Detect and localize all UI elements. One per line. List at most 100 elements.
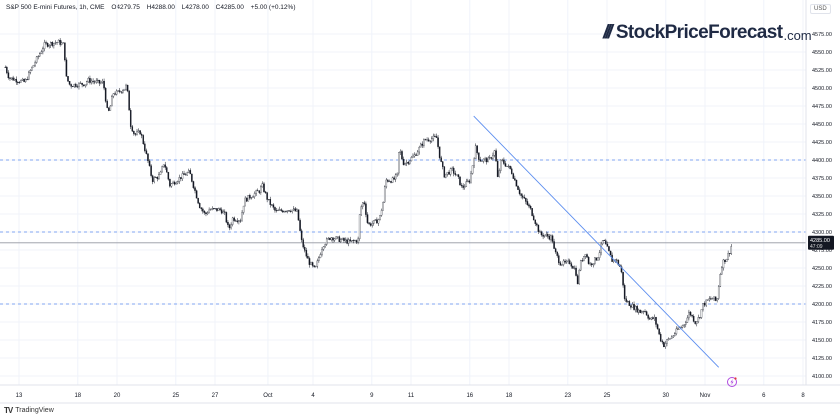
candle-body (227, 221, 229, 225)
candle-body (125, 84, 127, 90)
candle-body (628, 301, 631, 306)
candle-body (191, 173, 193, 182)
candle-body (725, 259, 728, 263)
candle-body (708, 298, 711, 301)
candle-body (578, 270, 580, 285)
candle-body (543, 234, 546, 237)
candle-body (13, 78, 16, 81)
candle-body (39, 53, 41, 57)
candle-body (118, 90, 121, 92)
candle-body (67, 76, 69, 82)
candle-body (510, 168, 513, 174)
candle-body (644, 311, 646, 312)
candle-body (200, 207, 203, 210)
candle-body (280, 209, 282, 211)
candle-body (423, 139, 425, 146)
candle-body (134, 133, 137, 135)
candle-body (515, 179, 518, 187)
candle-body (518, 189, 521, 194)
candle-body (219, 208, 221, 210)
candle-body (465, 181, 468, 187)
candle-body (189, 170, 192, 175)
candle-body (410, 157, 413, 162)
candle-body (479, 159, 482, 162)
candle-body (239, 220, 242, 222)
candle-body (558, 255, 560, 263)
x-tick-label: 18 (74, 393, 81, 399)
candle-body (244, 197, 246, 207)
currency-button[interactable]: USD (810, 4, 831, 14)
candle-body (424, 139, 427, 141)
candle-body (7, 72, 10, 79)
candle-body (260, 186, 262, 193)
candle-body (437, 137, 439, 147)
candle-body (438, 146, 441, 158)
candle-body (484, 158, 486, 160)
candle-body (528, 204, 530, 207)
trendline-layer[interactable] (473, 115, 720, 368)
candle-body (672, 335, 674, 338)
candle-body (29, 70, 32, 73)
candle-body (178, 177, 181, 182)
candle-body (158, 174, 160, 179)
candle-body (180, 177, 182, 179)
candle-body (369, 223, 372, 226)
candle-body (432, 135, 435, 139)
candle-body (73, 83, 76, 87)
candle-body (532, 215, 535, 221)
symbol-title[interactable]: S&P 500 E-mini Futures, 1h, CME (6, 4, 105, 11)
candle-body (203, 211, 206, 213)
candle-body (286, 210, 289, 212)
y-tick-label: 4525.00 (812, 68, 832, 74)
candle-body (122, 90, 124, 93)
candle-body (235, 220, 237, 222)
candle-body (631, 304, 634, 308)
candle-body (379, 215, 381, 220)
candle-body (355, 240, 358, 243)
candle-body (274, 207, 276, 211)
candle-body (24, 79, 27, 82)
x-tick-label: 27 (212, 393, 219, 399)
candle-body (696, 321, 698, 324)
y-tick-label: 4325.00 (812, 212, 832, 218)
candle-body (500, 159, 502, 171)
candle-body (404, 163, 406, 165)
candle-body (727, 253, 729, 260)
y-tick-label: 4200.00 (812, 302, 832, 308)
candle-body (87, 78, 90, 82)
candle-body (167, 172, 170, 180)
candle-body (383, 186, 386, 203)
candle-body (278, 209, 281, 211)
candle-body (415, 154, 417, 156)
candle-body (373, 220, 375, 224)
candle-body (35, 56, 38, 63)
candle-body (590, 263, 593, 266)
candle-body (230, 224, 232, 229)
candle-body (231, 217, 234, 225)
candle-body (314, 265, 317, 268)
candle-body (572, 266, 574, 269)
candle-body (92, 80, 94, 82)
candle-body (246, 197, 248, 202)
y-tick-label: 4500.00 (812, 86, 832, 92)
candle-body (576, 275, 579, 285)
candle-body (170, 183, 173, 187)
alert-lightning-icon[interactable] (727, 377, 737, 387)
candle-body (247, 195, 250, 202)
candle-body (390, 181, 392, 183)
x-tick-label: 11 (408, 393, 415, 399)
candle-body (283, 211, 286, 213)
tradingview-logo[interactable]: TV TradingView (4, 406, 54, 415)
candle-body (148, 160, 151, 166)
candle-body (300, 230, 303, 240)
candle-body (446, 171, 449, 175)
trendline[interactable] (473, 115, 720, 368)
candle-body (349, 239, 351, 242)
candle-body (467, 180, 469, 182)
candle-body (620, 266, 623, 273)
candle-body (478, 152, 480, 160)
candle-body (90, 80, 93, 83)
symbol-header: S&P 500 E-mini Futures, 1h, CME O4279.75… (6, 4, 300, 11)
candle-body (579, 260, 582, 271)
